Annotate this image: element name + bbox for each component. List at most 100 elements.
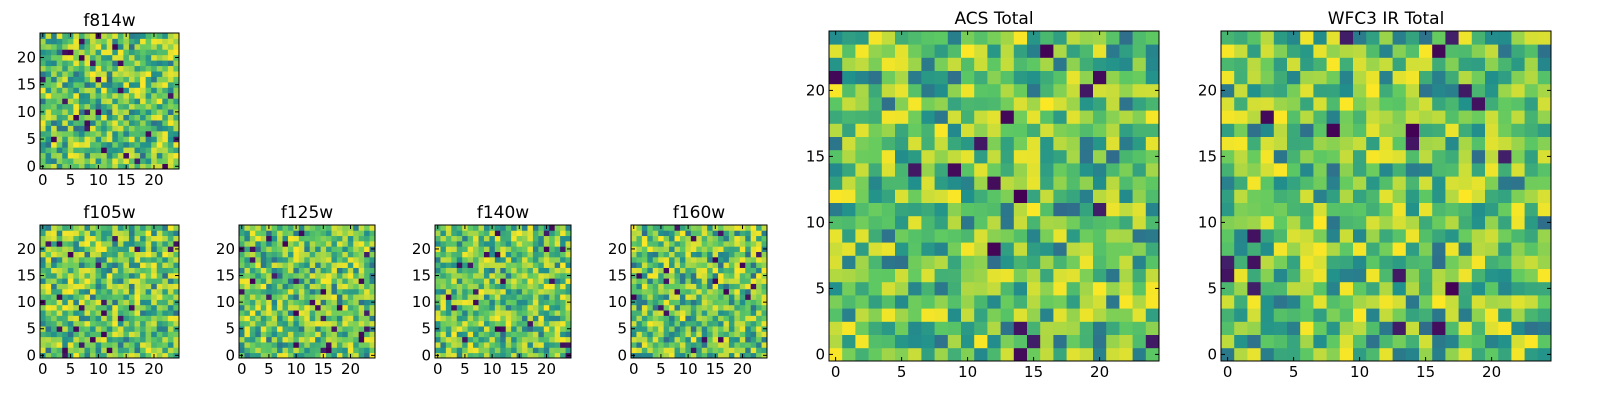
pixel — [554, 225, 561, 231]
pixel — [961, 268, 975, 283]
pixel — [1524, 268, 1539, 283]
pixel — [756, 235, 762, 242]
pixel — [1313, 31, 1327, 45]
pixel — [1093, 202, 1107, 217]
pixel — [549, 331, 556, 338]
pixel — [712, 256, 719, 263]
pixel — [293, 320, 300, 327]
pixel — [56, 240, 63, 247]
pixel — [1445, 123, 1459, 137]
pixel — [1247, 229, 1261, 243]
pixel — [1119, 202, 1133, 217]
pixel — [271, 235, 278, 242]
pixel — [554, 283, 561, 290]
pixel — [162, 240, 169, 247]
pixel — [101, 304, 108, 311]
pixel — [342, 352, 349, 359]
pixel — [554, 326, 561, 332]
pixel — [331, 235, 338, 242]
pixel — [320, 267, 327, 274]
pixel — [829, 176, 843, 190]
pixel — [1353, 149, 1367, 164]
pixel — [112, 299, 119, 306]
pixel — [500, 299, 507, 306]
pixel — [1145, 255, 1160, 269]
pixel — [156, 81, 163, 88]
pixel — [1313, 308, 1327, 322]
pixel — [1419, 83, 1433, 98]
pixel — [641, 310, 648, 316]
pixel — [156, 225, 163, 231]
pixel — [478, 331, 485, 338]
pixel — [685, 262, 692, 268]
pixel — [652, 347, 659, 354]
pixel — [106, 76, 113, 83]
pixel — [51, 283, 58, 290]
pixel — [723, 288, 730, 295]
pixel — [1392, 136, 1407, 151]
pixel — [173, 43, 180, 50]
pixel — [73, 347, 80, 354]
pixel — [647, 272, 654, 279]
pixel — [483, 230, 490, 237]
pixel — [293, 342, 300, 348]
pixel — [1221, 215, 1235, 230]
pixel — [647, 342, 654, 348]
pixel — [974, 57, 988, 71]
pixel — [467, 304, 474, 311]
pixel — [1040, 83, 1054, 98]
pixel — [1537, 229, 1552, 243]
pixel — [516, 235, 523, 242]
pixel — [658, 272, 665, 279]
pixel — [151, 294, 158, 300]
pixel — [549, 251, 556, 258]
pixel — [473, 336, 479, 343]
pixel — [829, 136, 843, 151]
pixel — [369, 304, 376, 311]
pixel — [271, 326, 278, 332]
pixel — [1458, 255, 1473, 269]
pixel — [1366, 97, 1380, 111]
pixel — [707, 299, 713, 306]
pixel — [1132, 295, 1147, 309]
pixel — [478, 352, 485, 359]
pixel — [451, 230, 458, 237]
pixel — [293, 267, 300, 274]
pixel — [347, 230, 354, 237]
pixel — [500, 283, 507, 290]
pixel — [1247, 176, 1261, 190]
pixel — [173, 230, 180, 237]
pixel — [934, 202, 949, 217]
pixel — [239, 283, 245, 290]
pixel — [1392, 215, 1407, 230]
pixel — [829, 123, 843, 137]
pixel — [123, 262, 130, 268]
pixel — [500, 288, 507, 295]
pixel — [538, 246, 545, 252]
pixel — [516, 240, 523, 247]
pixel — [1313, 255, 1327, 269]
pixel — [908, 83, 922, 98]
pixel — [173, 130, 180, 137]
pixel — [473, 225, 479, 231]
pixel — [745, 230, 752, 237]
pixel — [145, 43, 152, 50]
pixel — [1458, 149, 1473, 164]
pixel — [1419, 334, 1433, 349]
pixel — [173, 71, 180, 77]
pixel — [45, 331, 52, 338]
pixel — [934, 31, 949, 45]
pixel — [467, 347, 474, 354]
pixel — [156, 262, 163, 268]
pixel — [145, 320, 152, 327]
pixel — [1093, 268, 1107, 283]
pixel — [282, 240, 289, 247]
pixel — [1066, 242, 1081, 256]
pixel — [1326, 268, 1341, 283]
pixel — [658, 235, 665, 242]
pixel — [462, 336, 469, 343]
pixel — [658, 342, 665, 348]
pixel — [51, 331, 58, 338]
pixel — [95, 71, 102, 77]
pixel — [249, 304, 256, 311]
